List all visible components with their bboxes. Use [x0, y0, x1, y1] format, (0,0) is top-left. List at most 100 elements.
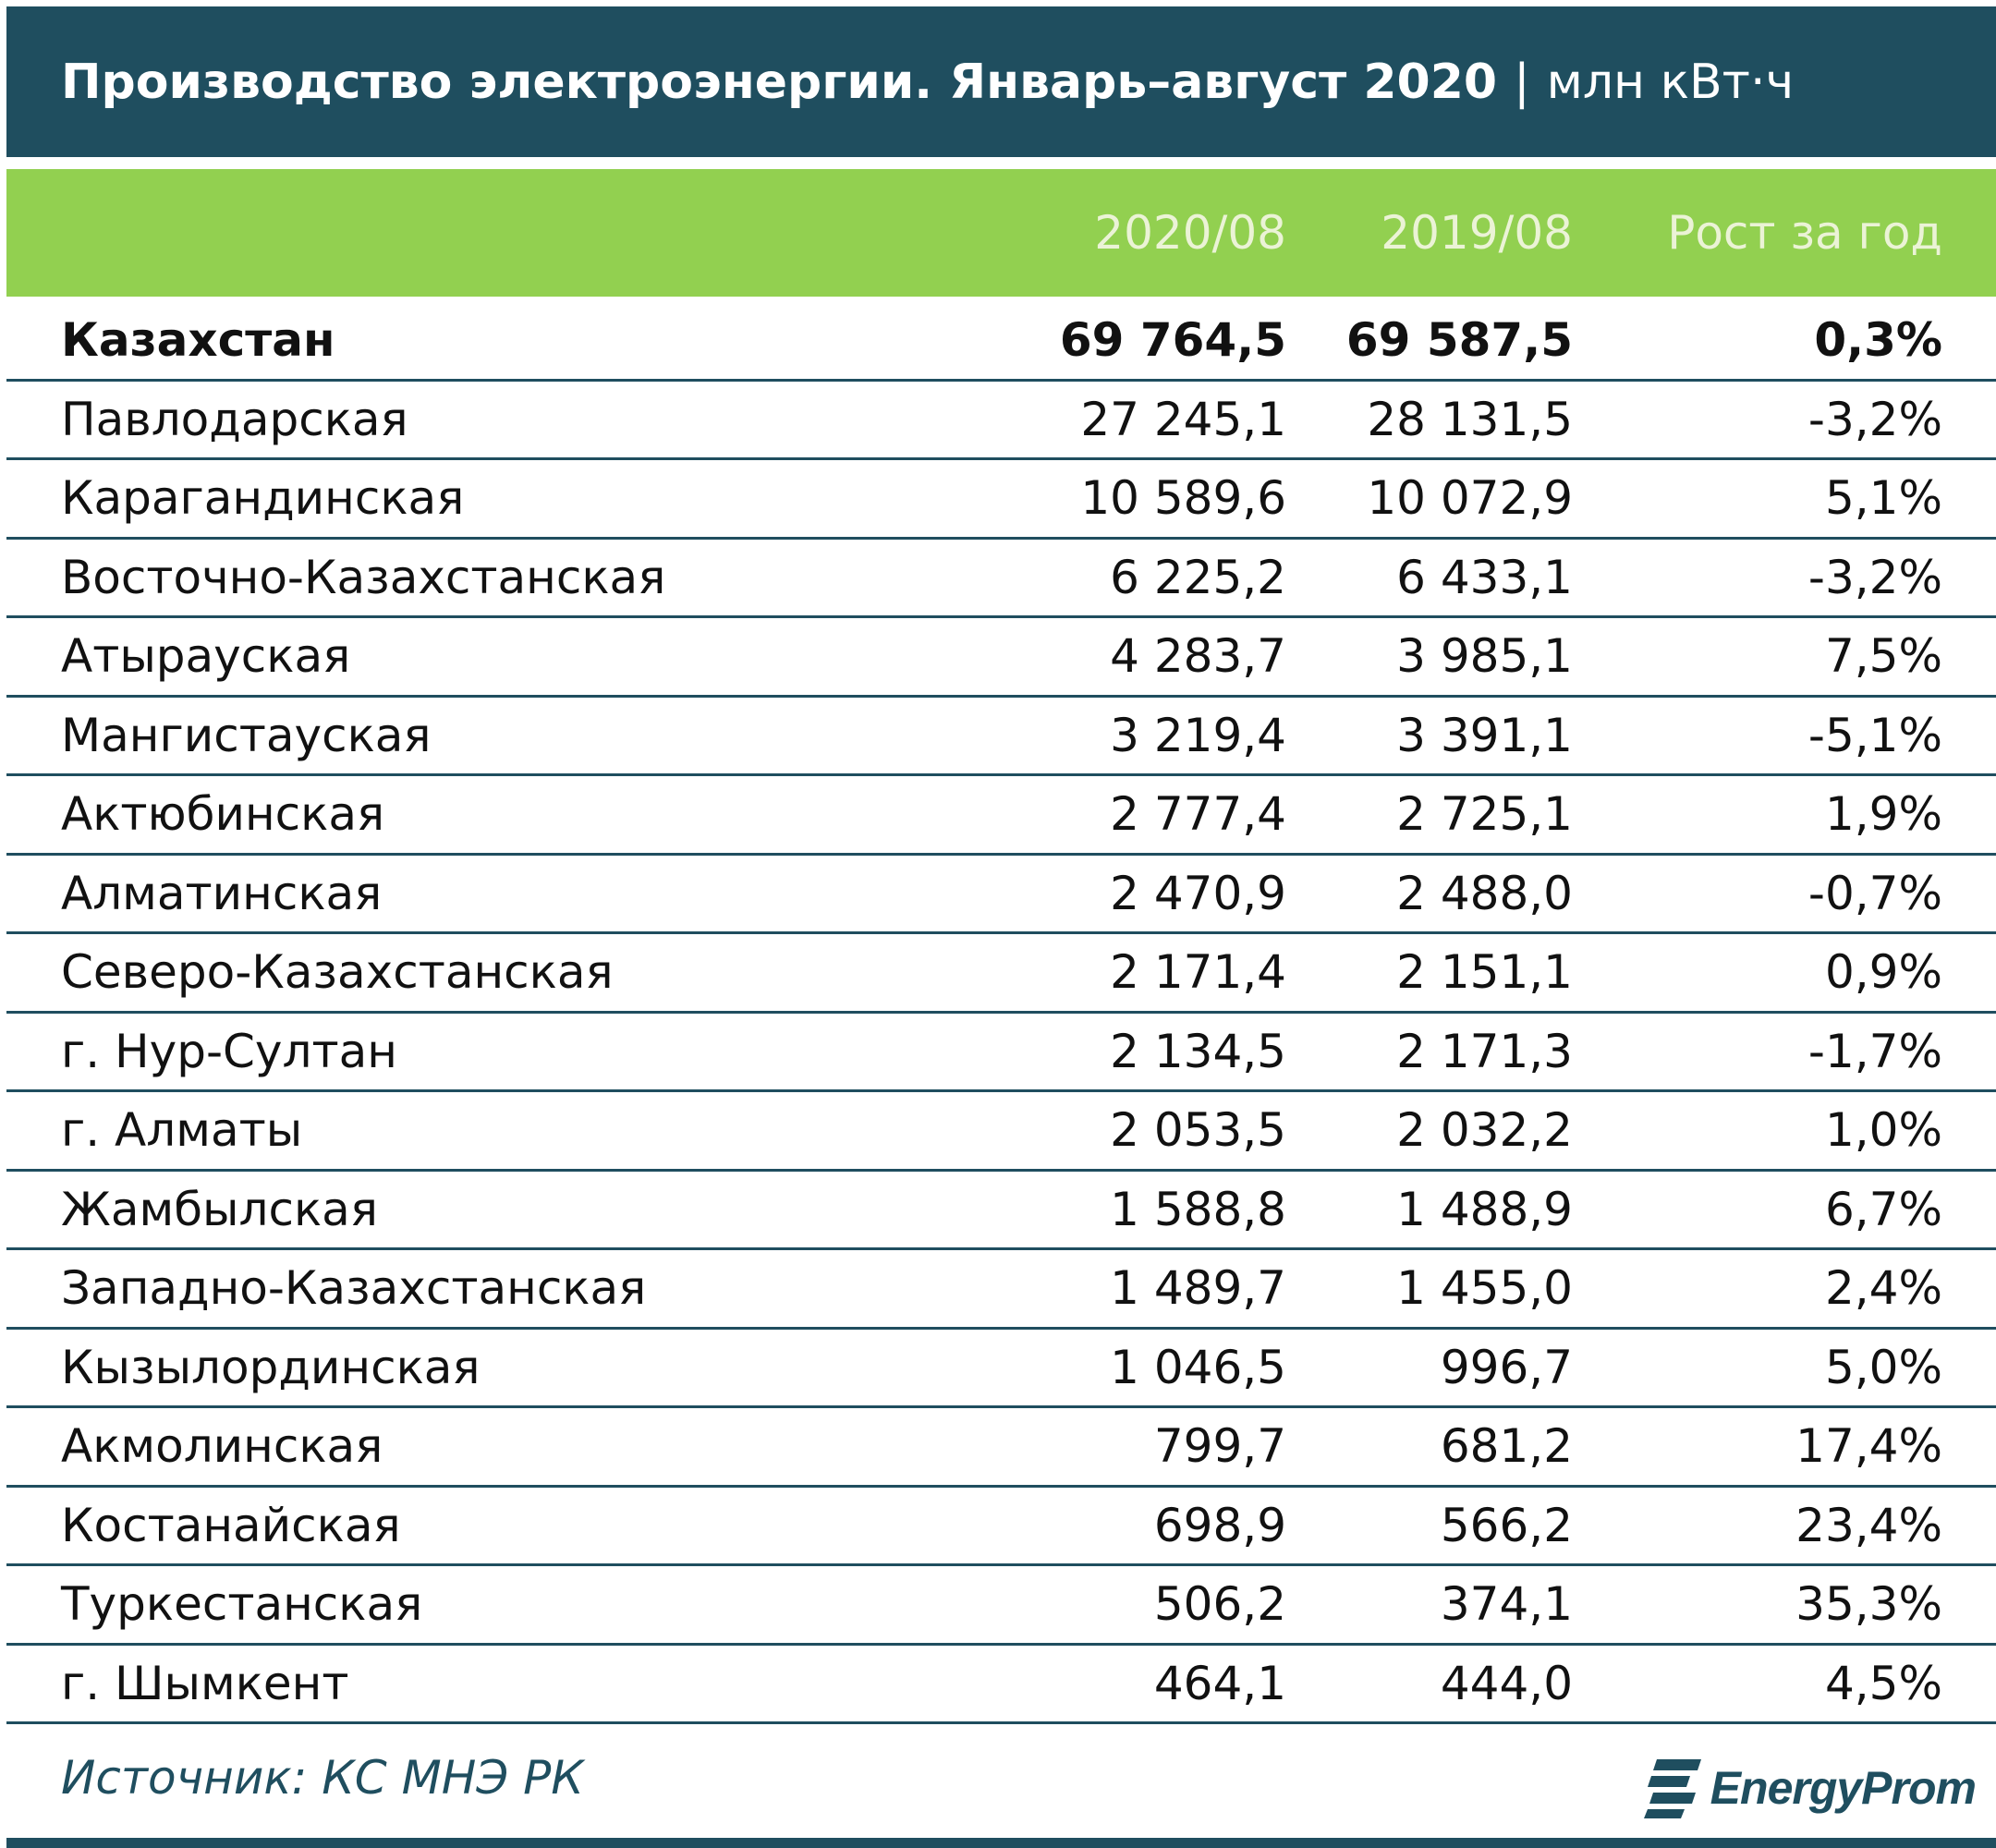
- energyprom-logo-icon: [1643, 1759, 1701, 1818]
- row-value-2020: 506,2: [1153, 1577, 1286, 1632]
- row-growth: -5,1%: [1807, 708, 1942, 762]
- row-growth: 6,7%: [1824, 1182, 1942, 1236]
- row-value-2020: 464,1: [1153, 1656, 1286, 1710]
- row-region-name: Восточно-Казахстанская: [61, 550, 666, 604]
- row-value-2020: 1 489,7: [1110, 1261, 1286, 1316]
- row-value-2019: 69 587,5: [1345, 313, 1573, 368]
- table-unit: млн кВт·ч: [1546, 54, 1795, 110]
- row-value-2019: 2 725,1: [1396, 787, 1573, 842]
- column-header-region: [61, 169, 985, 297]
- row-region-name: Казахстан: [61, 313, 335, 368]
- table-row: Западно-Казахстанская 1 489,7 1 455,0 2,4%: [6, 1250, 1996, 1330]
- row-value-2020: 27 245,1: [1080, 392, 1286, 446]
- row-value-2019: 374,1: [1440, 1577, 1573, 1632]
- row-region-name: г. Шымкент: [61, 1656, 349, 1710]
- row-growth: -0,7%: [1807, 866, 1942, 920]
- bottom-rule: [6, 1838, 1996, 1848]
- row-value-2020: 799,7: [1153, 1419, 1286, 1474]
- row-region-name: Костанайская: [61, 1498, 401, 1552]
- row-region-name: Павлодарская: [61, 392, 408, 446]
- table-row: Восточно-Казахстанская 6 225,2 6 433,1 -3,2…: [6, 540, 1996, 618]
- row-value-2019: 1 488,9: [1396, 1182, 1573, 1236]
- table-row: Костанайская 698,9 566,2 23,4%: [6, 1488, 1996, 1566]
- row-growth: 5,1%: [1824, 471, 1942, 526]
- row-value-2020: 1 046,5: [1110, 1340, 1286, 1394]
- row-value-2019: 2 488,0: [1396, 866, 1573, 920]
- row-growth: 1,0%: [1824, 1103, 1942, 1158]
- table-body: Казахстан 69 764,5 69 587,5 0,3% Павлодарска…: [6, 302, 1996, 1724]
- row-value-2019: 10 072,9: [1367, 471, 1573, 526]
- row-growth: 5,0%: [1824, 1340, 1942, 1394]
- row-value-2019: 566,2: [1440, 1498, 1573, 1552]
- table-row-total: Казахстан 69 764,5 69 587,5 0,3%: [6, 302, 1996, 382]
- row-value-2020: 4 283,7: [1110, 629, 1286, 684]
- row-value-2020: 6 225,2: [1110, 550, 1286, 604]
- footer: Источник: КС МНЭ РК EnergyProm: [6, 1723, 1996, 1834]
- title-bar: Производство электроэнергии. Январь–авгу…: [6, 6, 1996, 157]
- row-value-2020: 1 588,8: [1110, 1182, 1286, 1236]
- table-row: Атырауская 4 283,7 3 985,1 7,5%: [6, 618, 1996, 698]
- row-value-2020: 2 777,4: [1110, 787, 1286, 842]
- row-growth: -3,2%: [1807, 392, 1942, 446]
- row-region-name: Жамбылская: [61, 1182, 378, 1236]
- logo-text: EnergyProm: [1710, 1762, 1977, 1814]
- column-header-2020: 2020/08: [1094, 206, 1286, 260]
- column-header-growth: Рост за год: [1667, 206, 1942, 260]
- table-row: Жамбылская 1 588,8 1 488,9 6,7%: [6, 1172, 1996, 1250]
- row-value-2020: 3 219,4: [1110, 708, 1286, 762]
- row-value-2019: 3 985,1: [1396, 629, 1573, 684]
- table-row: г. Шымкент 464,1 444,0 4,5%: [6, 1646, 1996, 1724]
- row-growth: 7,5%: [1824, 629, 1942, 684]
- table-row: Павлодарская 27 245,1 28 131,5 -3,2%: [6, 382, 1996, 460]
- table-row: г. Алматы 2 053,5 2 032,2 1,0%: [6, 1092, 1996, 1172]
- row-value-2019: 2 171,3: [1396, 1024, 1573, 1078]
- row-growth: 0,3%: [1814, 313, 1942, 368]
- row-growth: 4,5%: [1824, 1656, 1942, 1710]
- table-row: Кызылординская 1 046,5 996,7 5,0%: [6, 1330, 1996, 1408]
- row-growth: -1,7%: [1807, 1024, 1942, 1078]
- column-header-row: 2020/08 2019/08 Рост за год: [6, 169, 1996, 297]
- row-value-2020: 2 053,5: [1110, 1103, 1286, 1158]
- row-region-name: Алматинская: [61, 866, 383, 920]
- table-card: Производство электроэнергии. Январь–авгу…: [6, 6, 1996, 1848]
- row-value-2019: 996,7: [1440, 1340, 1573, 1394]
- row-growth: 23,4%: [1795, 1498, 1942, 1552]
- column-header-2019: 2019/08: [1381, 206, 1573, 260]
- row-region-name: Атырауская: [61, 629, 351, 684]
- row-value-2019: 681,2: [1440, 1419, 1573, 1474]
- row-region-name: Акмолинская: [61, 1419, 383, 1474]
- row-region-name: Западно-Казахстанская: [61, 1261, 647, 1316]
- row-growth: 35,3%: [1795, 1577, 1942, 1632]
- table-row: Мангистауская 3 219,4 3 391,1 -5,1%: [6, 698, 1996, 776]
- row-value-2019: 2 032,2: [1396, 1103, 1573, 1158]
- row-region-name: г. Алматы: [61, 1103, 303, 1158]
- title-separator: |: [1514, 54, 1530, 110]
- row-value-2020: 2 134,5: [1110, 1024, 1286, 1078]
- row-value-2020: 698,9: [1153, 1498, 1286, 1552]
- source-note: Источник: КС МНЭ РК: [61, 1751, 584, 1805]
- row-value-2020: 10 589,6: [1080, 471, 1286, 526]
- table-row: г. Нур-Султан 2 134,5 2 171,3 -1,7%: [6, 1014, 1996, 1092]
- row-growth: 1,9%: [1824, 787, 1942, 842]
- row-value-2019: 3 391,1: [1396, 708, 1573, 762]
- row-growth: 0,9%: [1824, 945, 1942, 1000]
- row-region-name: Кызылординская: [61, 1340, 481, 1394]
- table-row: Актюбинская 2 777,4 2 725,1 1,9%: [6, 776, 1996, 856]
- row-growth: 17,4%: [1795, 1419, 1942, 1474]
- row-region-name: г. Нур-Султан: [61, 1024, 397, 1078]
- energyprom-logo: EnergyProm: [1643, 1751, 1977, 1825]
- table-row: Карагандинская 10 589,6 10 072,9 5,1%: [6, 460, 1996, 540]
- row-value-2019: 2 151,1: [1396, 945, 1573, 1000]
- table-row: Акмолинская 799,7 681,2 17,4%: [6, 1408, 1996, 1488]
- row-value-2020: 2 171,4: [1110, 945, 1286, 1000]
- row-value-2020: 69 764,5: [1059, 313, 1286, 368]
- table-row: Северо-Казахстанская 2 171,4 2 151,1 0,9%: [6, 934, 1996, 1014]
- row-growth: -3,2%: [1807, 550, 1942, 604]
- table-row: Туркестанская 506,2 374,1 35,3%: [6, 1566, 1996, 1646]
- row-value-2019: 444,0: [1440, 1656, 1573, 1710]
- row-region-name: Мангистауская: [61, 708, 432, 762]
- table-row: Алматинская 2 470,9 2 488,0 -0,7%: [6, 856, 1996, 934]
- table-title: Производство электроэнергии. Январь–авгу…: [61, 54, 1498, 110]
- row-value-2019: 28 131,5: [1367, 392, 1573, 446]
- row-region-name: Карагандинская: [61, 471, 465, 526]
